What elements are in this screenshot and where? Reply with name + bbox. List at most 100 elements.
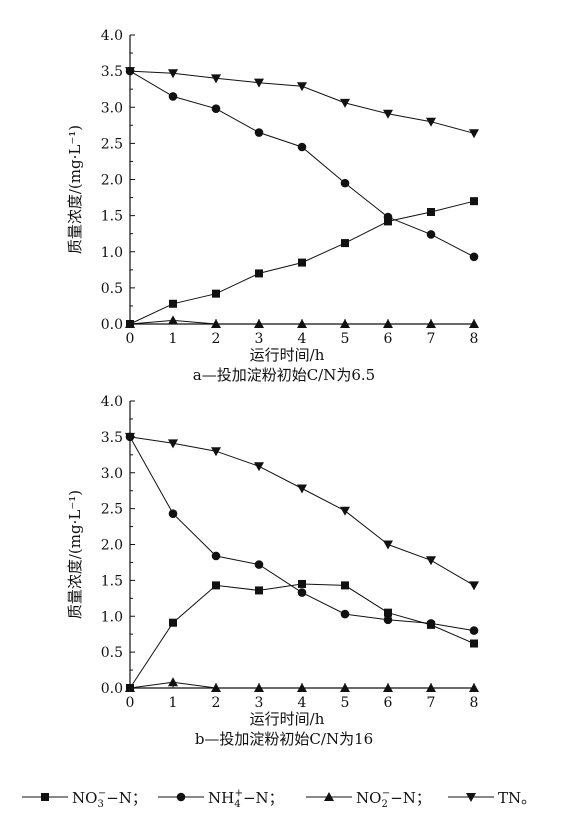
series-no2 <box>125 677 479 692</box>
data-point-tn <box>340 506 350 516</box>
y-tick-label: 3.0 <box>101 100 123 116</box>
legend-label-nh4: NH4+−N； <box>208 788 284 810</box>
x-tick-label: 1 <box>169 695 178 711</box>
data-point-no3 <box>255 269 263 278</box>
data-point-nh4 <box>297 142 307 152</box>
x-tick-label: 3 <box>255 331 264 347</box>
data-point-no2 <box>426 683 436 692</box>
x-axis-label: 运行时间/h <box>250 710 325 728</box>
data-point-no2 <box>168 677 178 687</box>
data-point-no3 <box>169 618 177 627</box>
x-tick-label: 4 <box>298 331 307 347</box>
data-point-nh4 <box>168 92 178 101</box>
x-tick-label: 0 <box>126 695 135 711</box>
y-axis-label: 质量浓度/(mg·L⁻¹) <box>66 490 84 619</box>
legend-marker-no3 <box>41 793 49 801</box>
data-point-no3 <box>298 579 306 588</box>
x-tick-label: 8 <box>470 695 479 711</box>
series-tn <box>125 432 479 591</box>
data-point-nh4 <box>297 588 307 597</box>
legend: NO3−−N； NH4+−N； NO2−−N； TN。 <box>22 788 536 810</box>
data-point-tn <box>426 117 436 127</box>
data-point-no2 <box>254 319 264 328</box>
data-point-nh4 <box>254 128 264 137</box>
legend-label-no3: NO3−−N； <box>72 788 147 810</box>
series-nh4 <box>125 432 479 635</box>
data-point-tn <box>125 432 135 442</box>
legend-marker-tn <box>466 793 476 802</box>
data-point-no2 <box>125 319 135 328</box>
data-point-nh4 <box>469 252 479 262</box>
data-point-nh4 <box>426 619 436 628</box>
series-line-tn <box>129 436 475 586</box>
panel-caption: b—投加淀粉初始C/N为16 <box>195 730 373 748</box>
chart-panel-b: 0.0 0.5 1.0 1.5 2.0 2.5 3.0 3.5 4.0 0 1 2 3 4 5 6 7 8 运行时间… <box>66 394 479 748</box>
y-tick-label: 1.0 <box>101 609 123 625</box>
data-point-no2 <box>297 319 307 328</box>
y-tick-label: 1.0 <box>101 245 123 261</box>
data-point-no2 <box>168 315 178 325</box>
chart-panel-a: 0.0 0.5 1.0 1.5 2.0 2.5 3.0 3.5 4.0 0 1 2 3 4 5 6 7 8 运行时间… <box>66 28 479 384</box>
data-point-no2 <box>383 319 393 328</box>
x-tick-label: 5 <box>341 695 350 711</box>
y-tick-label: 0.0 <box>101 317 123 333</box>
x-tick-label: 7 <box>427 695 436 711</box>
x-tick-label: 6 <box>384 331 393 347</box>
series-nh4 <box>125 66 479 262</box>
data-point-tn <box>383 109 393 119</box>
x-tick-label: 6 <box>384 695 393 711</box>
y-tick-label: 3.5 <box>101 64 123 80</box>
data-point-tn <box>211 74 221 84</box>
data-point-no3 <box>470 197 478 206</box>
y-tick-label: 2.5 <box>101 136 123 152</box>
y-tick-label: 0.5 <box>101 281 123 297</box>
data-point-nh4 <box>383 615 393 625</box>
data-point-nh4 <box>469 626 479 635</box>
data-point-nh4 <box>340 178 350 188</box>
data-point-no3 <box>255 586 263 595</box>
y-tick-label: 0.5 <box>101 645 123 661</box>
y-tick-label: 3.0 <box>101 466 123 482</box>
data-point-tn <box>340 98 350 108</box>
y-axis-label: 质量浓度/(mg·L⁻¹) <box>66 125 84 254</box>
series-line-no3 <box>129 583 475 689</box>
data-point-no2 <box>254 683 264 692</box>
legend-entry-no2: NO2−−N； <box>306 788 431 810</box>
data-point-tn <box>254 462 264 472</box>
data-point-no3 <box>212 581 220 590</box>
y-tick-label: 1.5 <box>101 209 123 225</box>
data-point-tn <box>297 82 307 92</box>
data-point-nh4 <box>254 560 264 569</box>
data-point-tn <box>469 581 479 591</box>
data-point-nh4 <box>340 609 350 619</box>
y-tick-label: 4.0 <box>101 28 123 44</box>
x-tick-label: 3 <box>255 695 264 711</box>
x-tick-label: 7 <box>427 331 436 347</box>
data-point-tn <box>297 484 307 494</box>
data-point-no3 <box>169 299 177 308</box>
x-axis-label: 运行时间/h <box>250 346 325 364</box>
x-tick-label: 4 <box>298 695 307 711</box>
data-point-nh4 <box>168 509 178 518</box>
legend-label-tn: TN。 <box>498 789 536 807</box>
data-point-no3 <box>427 208 435 217</box>
legend-entry-nh4: NH4+−N； <box>158 788 284 810</box>
legend-marker-no2 <box>324 792 334 801</box>
data-point-tn <box>426 556 436 566</box>
data-point-no2 <box>211 683 221 692</box>
x-tick-label: 2 <box>212 331 221 347</box>
x-tick-label: 8 <box>470 331 479 347</box>
data-point-no2 <box>383 683 393 692</box>
series-no2 <box>125 315 479 328</box>
data-point-nh4 <box>383 212 393 222</box>
data-point-no3 <box>212 289 220 298</box>
data-point-no2 <box>469 683 479 692</box>
series-no3 <box>126 197 478 328</box>
y-tick-label: 2.0 <box>101 538 123 554</box>
data-point-no2 <box>340 319 350 328</box>
data-point-no3 <box>298 258 306 267</box>
data-point-tn <box>254 78 264 88</box>
data-point-tn <box>383 540 393 550</box>
data-point-tn <box>125 67 135 77</box>
